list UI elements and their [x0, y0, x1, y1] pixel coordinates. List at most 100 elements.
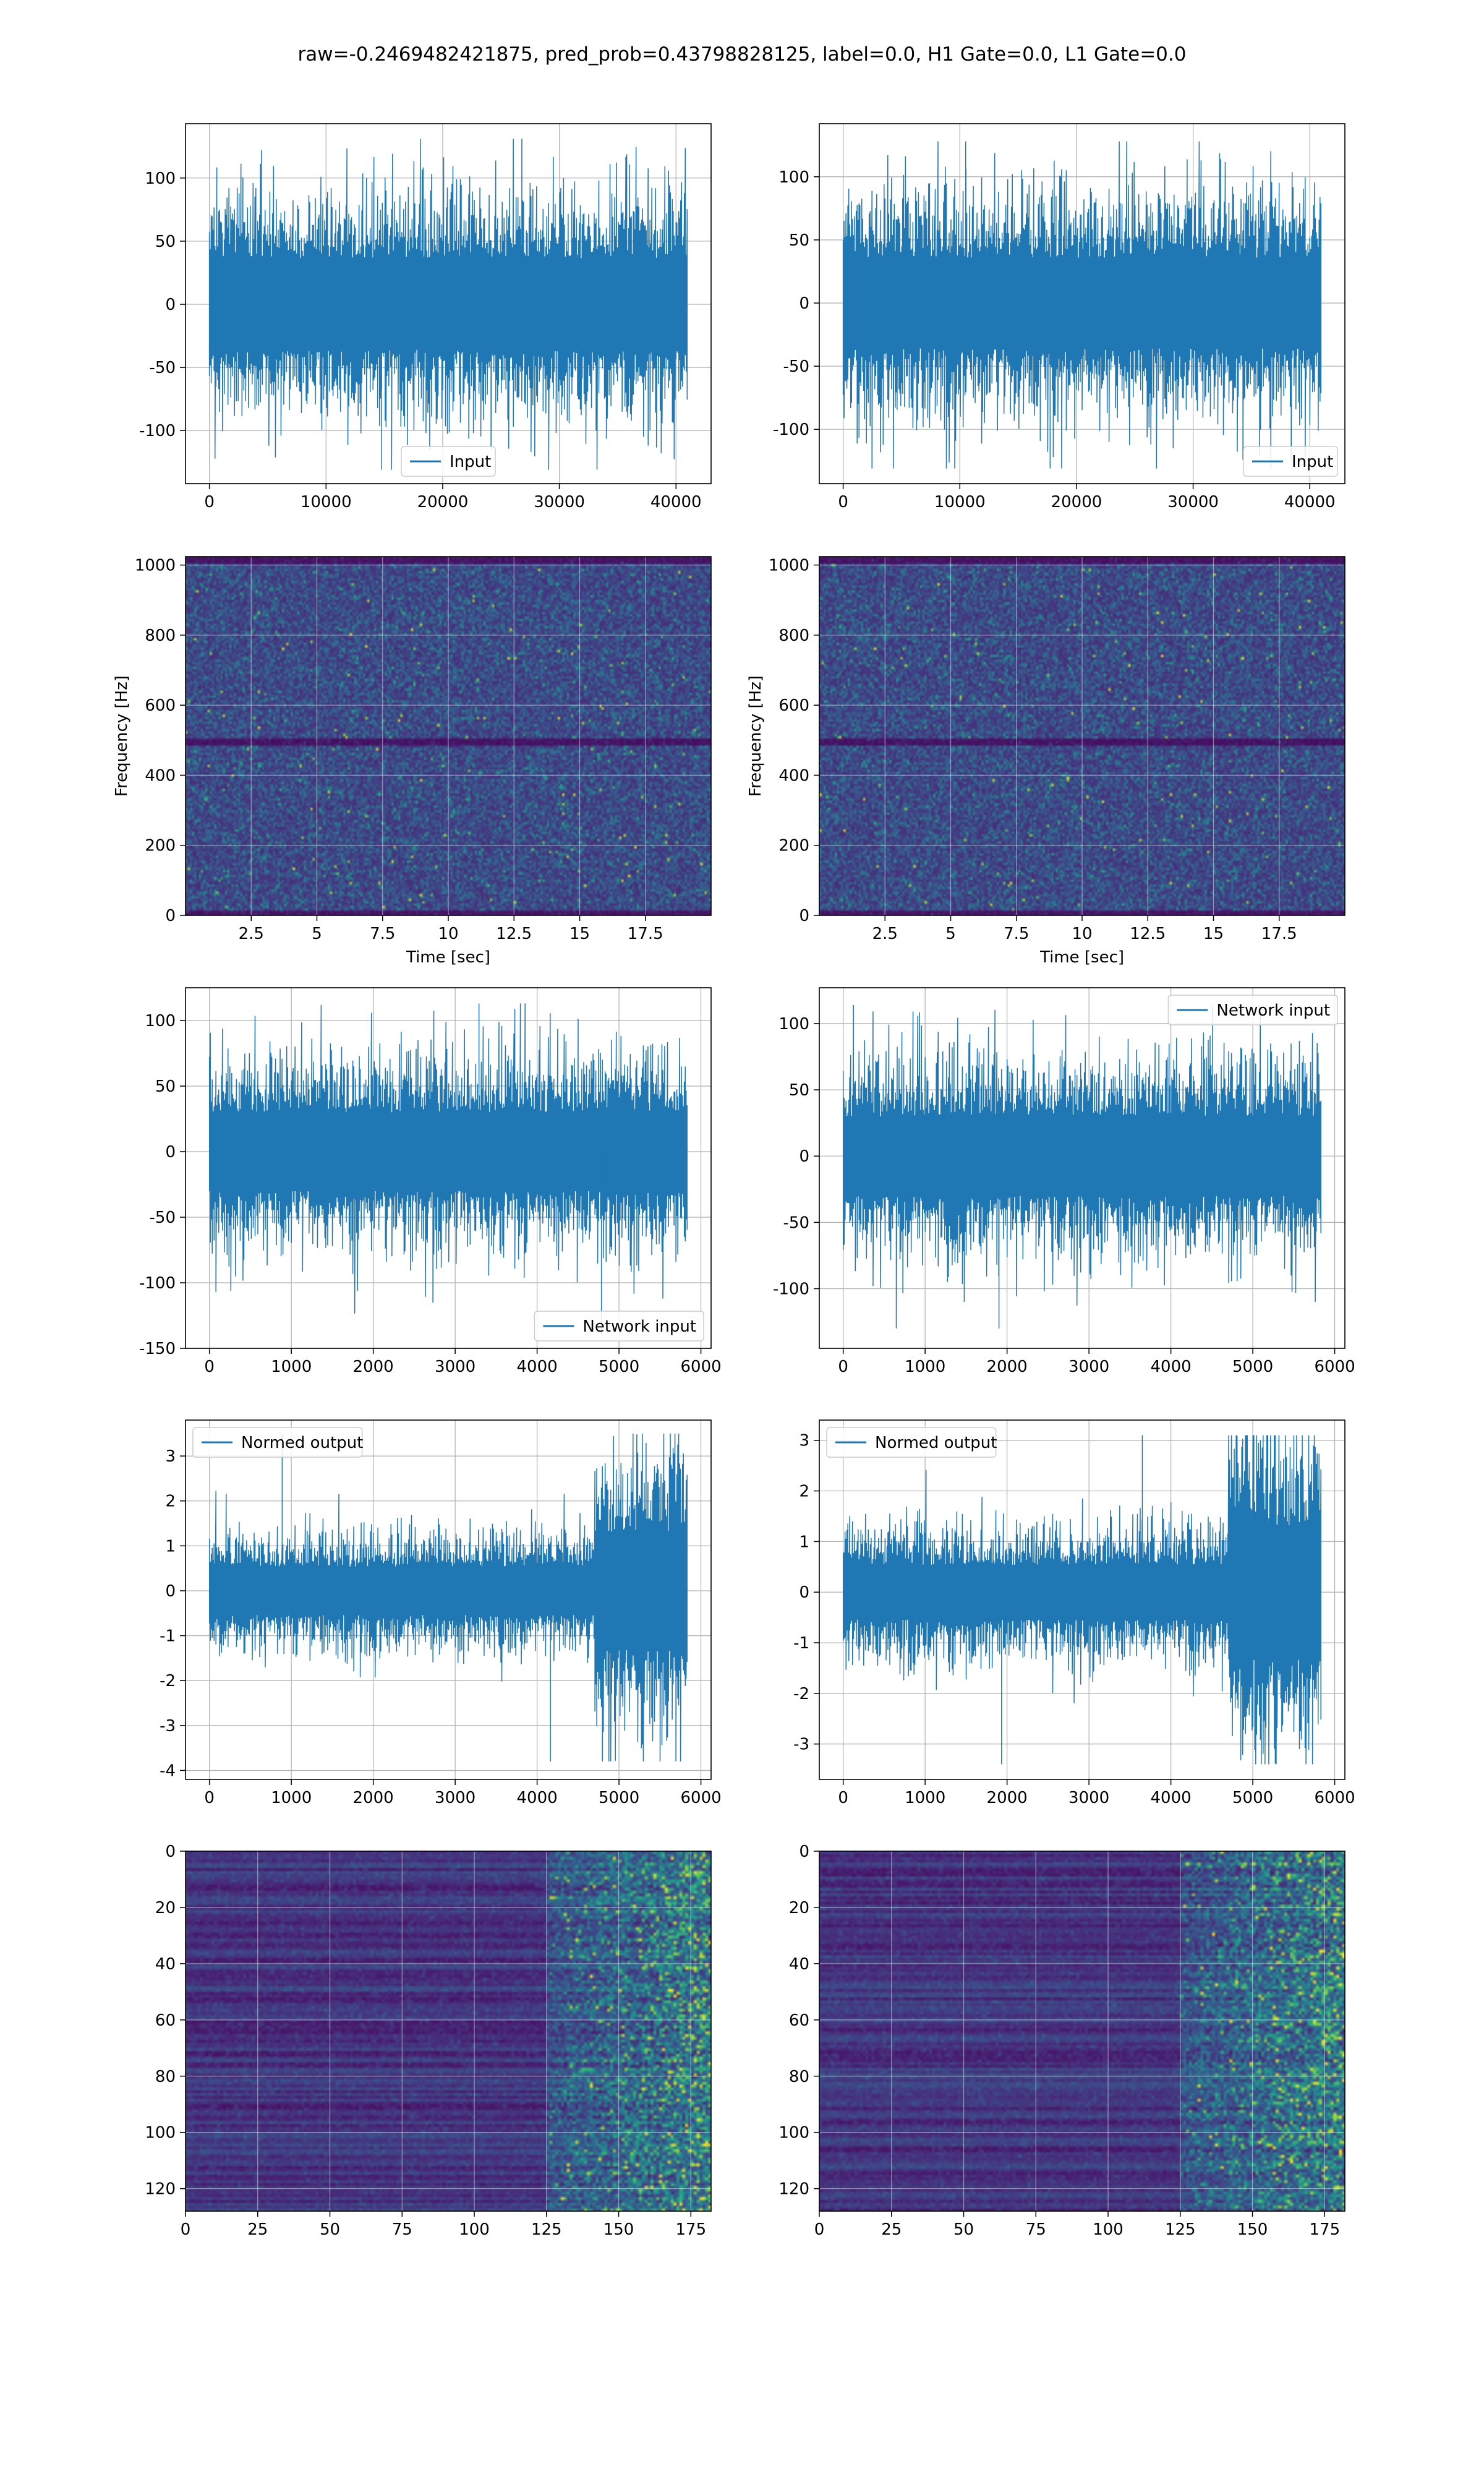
- x-tick-label: 25: [247, 2220, 268, 2239]
- y-tick-label: 0: [799, 1147, 809, 1166]
- y-tick-label: 100: [778, 2124, 809, 2142]
- series-line: [842, 141, 1322, 469]
- axes-frame: [819, 987, 1345, 1349]
- y-tick-label: -150: [139, 1340, 176, 1358]
- x-tick-label: 30000: [1167, 493, 1219, 511]
- legend: Network input: [1167, 995, 1338, 1025]
- x-tick-label: 3000: [1068, 1789, 1109, 1807]
- chart-input-l1: 0 10000 20000 30000 40000 100 50 0 -50 -100 Input: [773, 123, 1345, 511]
- x-tick-label: 6000: [1314, 1789, 1355, 1807]
- y-tick-label: 3: [799, 1432, 809, 1450]
- legend: Input: [1243, 446, 1338, 477]
- x-tick-label: 175: [1309, 2220, 1340, 2239]
- x-tick-label: 20000: [417, 493, 469, 511]
- x-tick-label: 3000: [435, 1789, 475, 1807]
- y-tick-label: 50: [789, 1081, 809, 1100]
- x-tick-label: 10000: [934, 493, 986, 511]
- x-tick-label: 5000: [599, 1789, 639, 1807]
- legend-label: Normed output: [241, 1434, 363, 1452]
- x-tick-label: 10000: [301, 493, 352, 511]
- x-tick-label: 15: [1203, 925, 1224, 943]
- heatmap-image: [186, 557, 711, 915]
- x-tick-label: 17.5: [628, 925, 663, 943]
- x-tick-label: 6000: [680, 1789, 721, 1807]
- axes-frame: [819, 123, 1345, 484]
- x-tick-label: 25: [881, 2220, 902, 2239]
- y-tick-label: 0: [799, 294, 809, 313]
- heatmap-image: [186, 1851, 711, 2211]
- y-tick-label: -50: [150, 1209, 176, 1227]
- y-tick-label: -50: [783, 1213, 809, 1232]
- x-tick-label: 0: [204, 493, 215, 511]
- x-tick-label: 150: [1237, 2220, 1268, 2239]
- x-tick-label: 4000: [1151, 1789, 1192, 1807]
- x-tick-label: 1000: [905, 1789, 945, 1807]
- y-tick-label: 800: [778, 627, 809, 645]
- y-tick-label: 3: [165, 1447, 176, 1466]
- x-tick-label: 0: [838, 493, 848, 511]
- chart-network-input-h1: 0 1000 2000 3000 4000 5000 6000 100 50 0 -50 -100 -1…: [139, 987, 722, 1376]
- x-tick-label: 2000: [353, 1358, 394, 1376]
- x-axis-label: Time [sec]: [1039, 948, 1124, 967]
- y-tick-label: -100: [773, 421, 809, 439]
- x-tick-label: 75: [392, 2220, 412, 2239]
- x-tick-label: 2.5: [872, 925, 898, 943]
- y-tick-label: 1000: [769, 557, 809, 575]
- y-tick-label: 200: [778, 837, 809, 855]
- x-tick-label: 2.5: [239, 925, 264, 943]
- x-tick-label: 10: [1072, 925, 1092, 943]
- x-tick-label: 5000: [599, 1358, 639, 1376]
- axes-frame: [185, 123, 712, 484]
- y-tick-label: 0: [165, 907, 176, 925]
- legend-box: [192, 1427, 363, 1458]
- x-tick-label: 0: [204, 1789, 215, 1807]
- y-tick-label: -1: [793, 1634, 809, 1653]
- chart-spectrogram-h1: 2.5 5 7.5 10 12.5 15 17.5 1000 800 600 400 200 0 Time…: [113, 556, 712, 967]
- x-tick-label: 40000: [1284, 493, 1336, 511]
- y-tick-label: 100: [145, 2124, 176, 2142]
- y-tick-label: 40: [155, 1955, 176, 1974]
- legend-label: Input: [450, 453, 491, 471]
- y-tick-label: 600: [145, 696, 176, 715]
- x-tick-label: 150: [603, 2220, 634, 2239]
- x-tick-label: 7.5: [370, 925, 395, 943]
- y-tick-label: 20: [789, 1899, 809, 1917]
- legend-box: [401, 446, 496, 477]
- y-tick-label: 50: [155, 233, 176, 251]
- axes-frame: [185, 1419, 712, 1780]
- x-tick-label: 6000: [680, 1358, 721, 1376]
- chart-features-h1: 0 25 50 75 100 125 150 175 0 20 40 60 80 100 120: [145, 1843, 712, 2239]
- y-tick-label: 120: [778, 2180, 809, 2199]
- x-tick-label: 10: [438, 925, 458, 943]
- x-tick-label: 2000: [353, 1789, 394, 1807]
- heatmap-image: [819, 557, 1345, 915]
- legend-box: [534, 1311, 704, 1342]
- y-tick-label: 50: [789, 231, 809, 250]
- y-tick-label: 0: [799, 907, 809, 925]
- axes-frame: [819, 1419, 1345, 1780]
- x-tick-label: 5000: [1232, 1789, 1273, 1807]
- y-tick-label: -3: [793, 1736, 809, 1754]
- legend: Network input: [534, 1311, 704, 1342]
- figure-title: raw=-0.2469482421875, pred_prob=0.437988…: [297, 43, 1187, 66]
- series-line: [208, 139, 688, 470]
- series-line: [842, 1004, 1321, 1329]
- y-tick-label: -4: [160, 1761, 176, 1780]
- y-tick-label: 1: [799, 1533, 809, 1551]
- y-tick-label: 2: [799, 1483, 809, 1501]
- x-tick-label: 125: [531, 2220, 562, 2239]
- x-tick-label: 4000: [517, 1789, 558, 1807]
- y-tick-label: 0: [165, 1843, 176, 1861]
- series-line: [208, 1003, 688, 1314]
- legend: Normed output: [826, 1427, 997, 1458]
- y-tick-label: 40: [789, 1955, 809, 1974]
- y-tick-label: 800: [145, 627, 176, 645]
- y-tick-label: -100: [773, 1280, 809, 1299]
- y-tick-label: 60: [789, 2011, 809, 2030]
- legend-label: Network input: [582, 1317, 696, 1336]
- x-tick-label: 175: [675, 2220, 706, 2239]
- y-tick-label: 0: [165, 1582, 176, 1601]
- y-tick-label: 100: [145, 169, 176, 188]
- x-tick-label: 5000: [1232, 1358, 1273, 1376]
- y-tick-label: 100: [778, 168, 809, 187]
